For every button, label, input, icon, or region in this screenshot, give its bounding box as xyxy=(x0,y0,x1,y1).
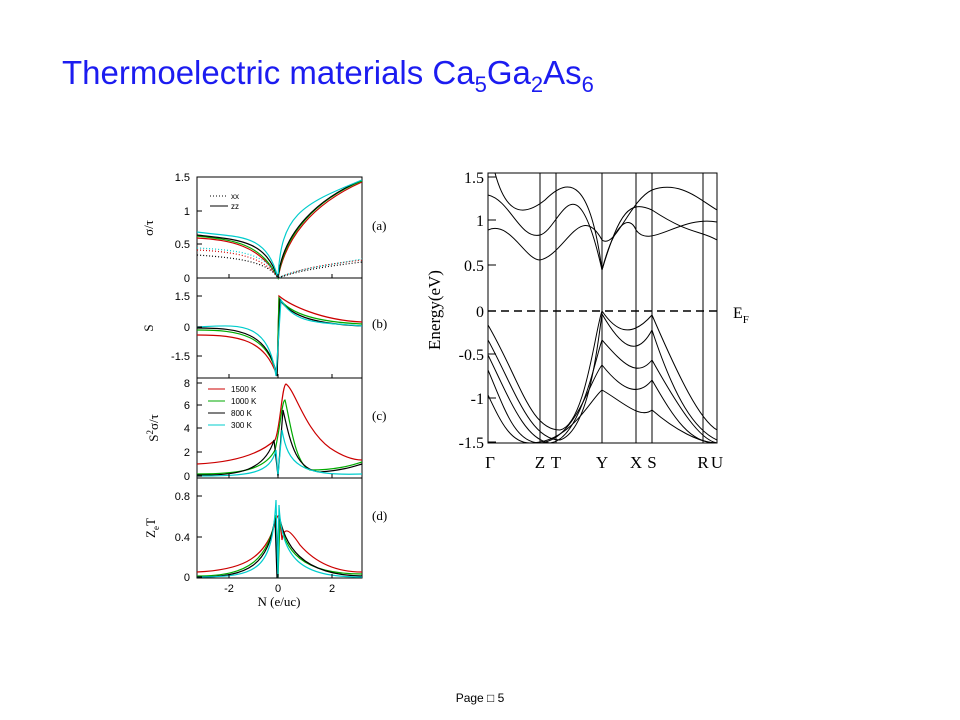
y-tick-label: -1.5 xyxy=(459,435,484,452)
panel-tag: (d) xyxy=(372,508,387,523)
title-part: As xyxy=(543,54,582,91)
y-axis-label: ZeT xyxy=(143,518,161,538)
k-point-label: S xyxy=(647,453,656,472)
y-axis-label: σ/τ xyxy=(141,220,156,236)
y-axis-label: Energy(eV) xyxy=(425,270,444,350)
k-point-label: Γ xyxy=(485,453,495,472)
y-tick-label: 0 xyxy=(184,572,190,584)
band xyxy=(488,194,717,271)
page-number: Page □ 5 xyxy=(456,691,505,705)
y-tick-label: -1.5 xyxy=(171,351,190,363)
y-tick-label: 0.8 xyxy=(175,491,190,503)
y-tick-label: 4 xyxy=(184,423,190,435)
label-part: S xyxy=(146,435,161,442)
y-tick-label: 1.5 xyxy=(175,172,190,184)
y-tick-label: 8 xyxy=(184,378,190,390)
title-sub: 6 xyxy=(582,72,594,97)
y-tick-label: 0 xyxy=(476,304,484,321)
label-sub: e xyxy=(151,526,161,530)
legend-label: 1500 K xyxy=(231,385,257,394)
curve xyxy=(196,297,363,377)
label-sup: 2 xyxy=(145,430,155,435)
label-part: T xyxy=(143,518,158,526)
y-tick-label: 1 xyxy=(184,206,190,218)
band xyxy=(488,312,717,441)
band xyxy=(488,339,717,443)
k-point-label: R xyxy=(697,453,709,472)
band xyxy=(494,173,717,271)
curve xyxy=(196,383,363,465)
x-axis-label: N (e/uc) xyxy=(258,594,301,609)
panel-tag: (c) xyxy=(372,408,386,423)
curve xyxy=(196,298,363,377)
y-tick-label: 0.5 xyxy=(464,258,484,275)
title-sub: 5 xyxy=(475,72,487,97)
curve xyxy=(196,499,363,579)
k-point-label: Y xyxy=(596,453,608,472)
label-part: Z xyxy=(143,530,158,538)
curve xyxy=(196,429,363,477)
fermi-label: EF xyxy=(733,305,749,326)
y-tick-label: 1 xyxy=(476,213,484,230)
panel-tag: (b) xyxy=(372,316,387,331)
k-point-label: U xyxy=(711,453,723,472)
right-figure: EF Energy(eV) 1.5 1 0.5 0 -0.5 -1 -1.5Γ Z T Y X S R U xyxy=(425,170,749,472)
curve xyxy=(196,399,363,475)
legend-label: 300 K xyxy=(231,421,253,430)
title-sub: 2 xyxy=(531,72,543,97)
panel-tag: (a) xyxy=(372,218,386,233)
x-tick-label: 2 xyxy=(329,583,335,595)
band xyxy=(488,186,717,261)
y-axis-label: S xyxy=(141,324,156,331)
legend-label: 1000 K xyxy=(231,397,257,406)
label-part: E xyxy=(733,305,743,322)
title-part: Thermoelectric materials Ca xyxy=(62,54,475,91)
k-point-label: X xyxy=(630,453,642,472)
y-tick-label: 0.4 xyxy=(175,532,190,544)
label-part: σ/τ xyxy=(146,414,161,430)
y-tick-label: -1 xyxy=(471,391,484,408)
slide-title: Thermoelectric materials Ca5Ga2As6 xyxy=(62,54,594,97)
legend-label: 800 K xyxy=(231,409,253,418)
label-part: σ/τ xyxy=(141,220,156,236)
label-part: S xyxy=(141,324,156,331)
band xyxy=(488,309,717,431)
y-tick-label: 2 xyxy=(184,447,190,459)
y-tick-label: 1.5 xyxy=(175,291,190,303)
y-tick-label: 0.5 xyxy=(175,239,190,251)
curve xyxy=(196,514,363,579)
y-tick-label: -0.5 xyxy=(459,347,484,364)
legend-label: xx xyxy=(231,192,239,201)
k-point-label: T xyxy=(551,453,562,472)
y-axis-label: S2σ/τ xyxy=(145,414,161,442)
curve xyxy=(196,249,363,279)
curve xyxy=(196,254,363,279)
left-figure: N (e/uc) σ/τ S S2σ/τ ZeT 1.510.50(a)xxzz… xyxy=(141,172,387,609)
y-tick-label: 0 xyxy=(184,471,190,483)
legend-label: zz xyxy=(231,202,239,211)
curve xyxy=(196,409,363,477)
k-point-label: Z xyxy=(535,453,545,472)
y-tick-label: 6 xyxy=(184,400,190,412)
bands xyxy=(488,173,717,443)
title-part: Ga xyxy=(487,54,532,91)
y-tick-label: 0 xyxy=(184,273,190,285)
x-tick-label: -2 xyxy=(224,583,234,595)
label-sub: F xyxy=(743,314,749,326)
x-tick-label: 0 xyxy=(275,583,281,595)
y-tick-label: 1.5 xyxy=(464,170,484,187)
y-tick-label: 0 xyxy=(184,322,190,334)
panel-frame xyxy=(196,477,363,579)
